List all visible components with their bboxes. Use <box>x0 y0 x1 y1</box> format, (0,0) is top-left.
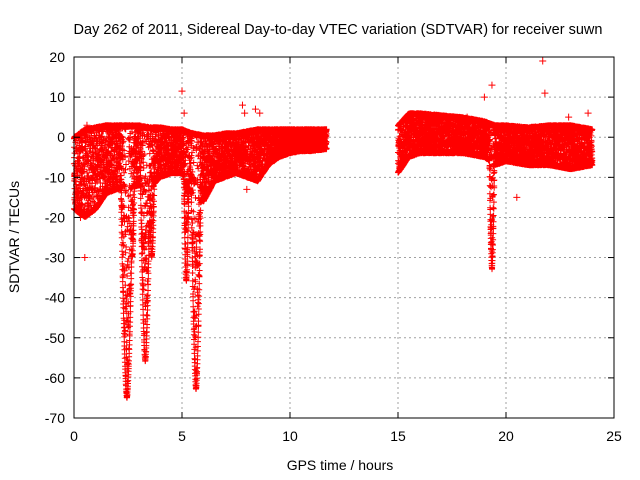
x-tick-label: 5 <box>178 428 186 444</box>
y-tick-label: -50 <box>45 330 65 346</box>
outlier-point <box>243 185 251 193</box>
plot-frame <box>73 56 615 419</box>
x-tick-label: 15 <box>390 428 406 444</box>
x-axis-label: GPS time / hours <box>287 457 394 473</box>
chart-title: Day 262 of 2011, Sidereal Day-to-day VTE… <box>74 22 603 38</box>
outlier-point <box>74 201 82 209</box>
outlier-point <box>241 109 249 117</box>
y-tick-label: -10 <box>45 169 65 185</box>
outlier-point <box>81 254 89 262</box>
outlier-point <box>256 109 264 117</box>
y-tick-label: -30 <box>45 250 65 266</box>
outlier-point <box>488 81 496 89</box>
y-tick-label: 10 <box>49 89 65 105</box>
outlier-point <box>178 87 186 95</box>
outlier-point <box>251 105 259 113</box>
outlier-point <box>513 193 521 201</box>
outlier-point <box>565 113 573 121</box>
x-tick-label: 20 <box>498 428 514 444</box>
outlier-point <box>463 113 471 121</box>
outlier-point <box>480 93 488 101</box>
y-tick-label: 0 <box>57 129 65 145</box>
y-tick-label: -40 <box>45 290 65 306</box>
outlier-point <box>83 121 91 129</box>
outlier-point <box>584 109 592 117</box>
data-points <box>70 57 596 401</box>
y-tick-label: -60 <box>45 370 65 386</box>
x-tick-label: 25 <box>606 428 622 444</box>
axis-ticks: 0 5 10 15 20 25 -70 -60 -50 -40 -30 -20 -10 0 10 20 <box>45 49 622 444</box>
x-tick-label: 0 <box>70 428 78 444</box>
y-tick-label: 20 <box>49 49 65 65</box>
outlier-point <box>539 57 547 65</box>
y-tick-label: -20 <box>45 209 65 225</box>
y-tick-label: -70 <box>45 410 65 426</box>
outlier-point <box>541 89 549 97</box>
x-tick-label: 10 <box>282 428 298 444</box>
y-axis-label: SDTVAR / TECUs <box>6 181 22 293</box>
outlier-point <box>238 101 246 109</box>
outlier-point <box>180 109 188 117</box>
